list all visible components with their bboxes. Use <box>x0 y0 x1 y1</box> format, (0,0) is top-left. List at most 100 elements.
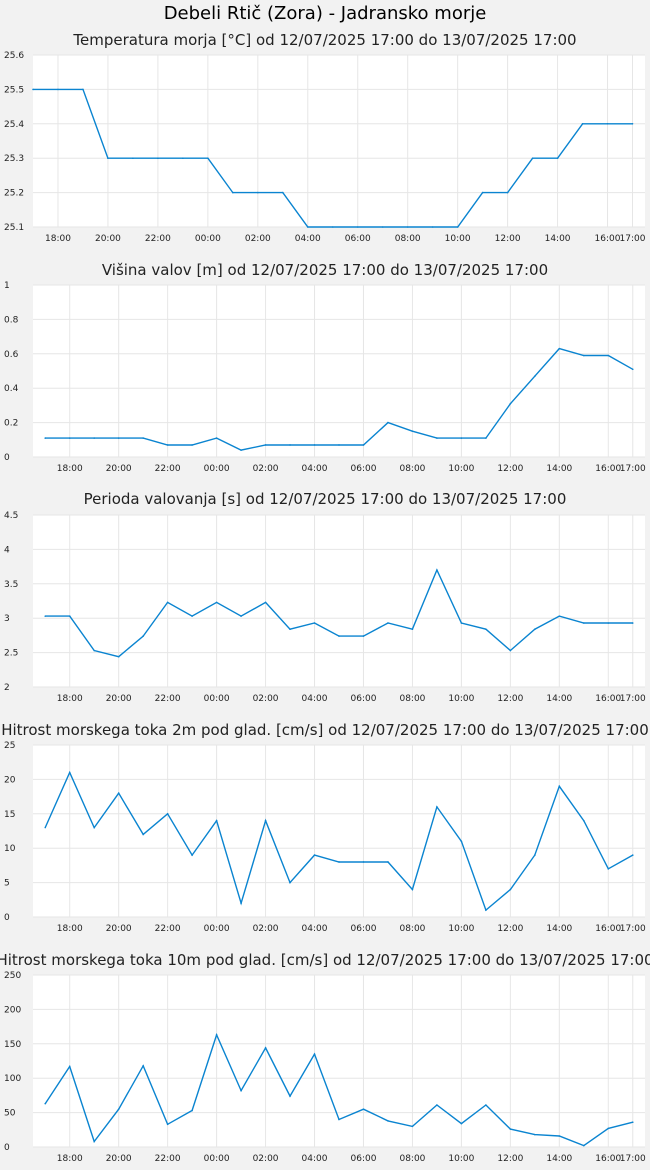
data-point <box>44 437 47 439</box>
data-point <box>32 88 34 91</box>
x-tick-label: 04:00 <box>302 924 328 934</box>
x-tick-label: 08:00 <box>395 234 421 244</box>
plot-area <box>33 745 645 917</box>
data-point <box>215 819 218 822</box>
y-tick-label: 25.4 <box>4 120 24 130</box>
data-point <box>264 819 267 822</box>
x-tick-label: 06:00 <box>351 694 377 704</box>
y-tick-label: 25.2 <box>4 189 24 199</box>
plot-area <box>33 975 645 1147</box>
data-point <box>558 615 561 617</box>
data-point <box>93 1140 95 1143</box>
x-tick-label: 04:00 <box>302 1154 328 1164</box>
data-point <box>289 444 291 446</box>
x-tick-label: 10:00 <box>448 924 474 934</box>
data-point <box>93 437 95 439</box>
data-point <box>132 157 134 159</box>
data-point <box>166 601 169 604</box>
data-point <box>166 444 169 446</box>
data-point <box>436 1104 438 1106</box>
x-tick-label: 18:00 <box>57 694 83 704</box>
data-point <box>436 806 438 808</box>
data-point <box>117 437 120 439</box>
data-point <box>631 1121 634 1124</box>
data-point <box>485 437 487 439</box>
data-point <box>264 601 267 604</box>
x-tick-label: 20:00 <box>106 1154 132 1164</box>
y-tick-label: 0 <box>4 913 10 923</box>
data-point <box>509 888 512 891</box>
data-point <box>534 1133 536 1136</box>
data-point <box>182 157 184 159</box>
data-point <box>606 123 609 125</box>
data-point <box>456 226 459 228</box>
y-tick-label: 0 <box>4 453 10 463</box>
x-tick-label: 04:00 <box>302 694 328 704</box>
data-point <box>436 437 438 439</box>
x-tick-label: 14:00 <box>546 464 572 474</box>
y-tick-label: 5 <box>4 879 10 889</box>
data-point <box>631 622 634 624</box>
y-tick-label: 25.3 <box>4 154 24 164</box>
x-tick-label: 08:00 <box>399 694 425 704</box>
x-tick-label: 06:00 <box>351 1154 377 1164</box>
x-tick-label: 18:00 <box>57 924 83 934</box>
x-tick-label: 02:00 <box>253 464 279 474</box>
data-point <box>631 368 634 371</box>
x-tick-label: 16:00 <box>595 464 621 474</box>
data-point <box>411 628 414 631</box>
x-tick-label: 14:00 <box>545 234 571 244</box>
y-tick-label: 0.2 <box>4 419 18 429</box>
data-point <box>142 635 144 637</box>
y-tick-label: 25.6 <box>4 51 24 61</box>
data-point <box>142 833 144 836</box>
data-point <box>68 1065 71 1068</box>
x-tick-label: 06:00 <box>345 234 371 244</box>
chart-title: Perioda valovanja [s] od 12/07/2025 17:0… <box>84 490 567 508</box>
data-point <box>44 1102 47 1105</box>
data-point <box>44 826 47 829</box>
data-point <box>215 1034 218 1036</box>
data-point <box>313 854 316 856</box>
data-point <box>485 628 487 631</box>
data-point <box>387 622 389 624</box>
x-tick-label: 20:00 <box>106 924 132 934</box>
data-point <box>436 569 438 571</box>
y-tick-label: 150 <box>4 1040 21 1050</box>
data-point <box>362 444 365 446</box>
data-point <box>411 1125 414 1128</box>
data-point <box>558 347 561 350</box>
y-tick-label: 1 <box>4 281 10 291</box>
x-tick-label: 12:00 <box>497 464 523 474</box>
data-point <box>93 649 95 652</box>
data-point <box>556 157 559 159</box>
x-tick-label: 08:00 <box>399 464 425 474</box>
data-point <box>215 437 218 439</box>
y-tick-label: 0 <box>4 1143 10 1153</box>
data-point <box>460 1122 463 1125</box>
data-point <box>264 1047 267 1049</box>
x-tick-label: 14:00 <box>546 924 572 934</box>
y-tick-label: 10 <box>4 844 16 854</box>
data-point <box>338 444 340 446</box>
x-tick-label: 22:00 <box>155 924 181 934</box>
data-point <box>607 868 610 870</box>
data-point <box>289 881 291 884</box>
x-tick-label: 04:00 <box>295 234 321 244</box>
y-tick-label: 200 <box>4 1005 21 1015</box>
data-point <box>583 622 585 624</box>
chart-title: Hitrost morskega toka 2m pod glad. [cm/s… <box>1 721 649 739</box>
x-tick-label: 00:00 <box>204 924 230 934</box>
data-point <box>485 909 487 911</box>
y-tick-label: 2 <box>4 683 10 693</box>
x-tick-label: 17:00 <box>620 1154 646 1164</box>
data-point <box>191 615 193 617</box>
data-point <box>534 854 536 856</box>
x-tick-label: 17:00 <box>620 234 646 244</box>
data-point <box>331 226 334 228</box>
data-point <box>240 449 242 451</box>
x-tick-label: 06:00 <box>351 464 377 474</box>
data-point <box>509 1128 512 1130</box>
x-tick-label: 08:00 <box>399 924 425 934</box>
y-tick-label: 4 <box>4 545 10 555</box>
